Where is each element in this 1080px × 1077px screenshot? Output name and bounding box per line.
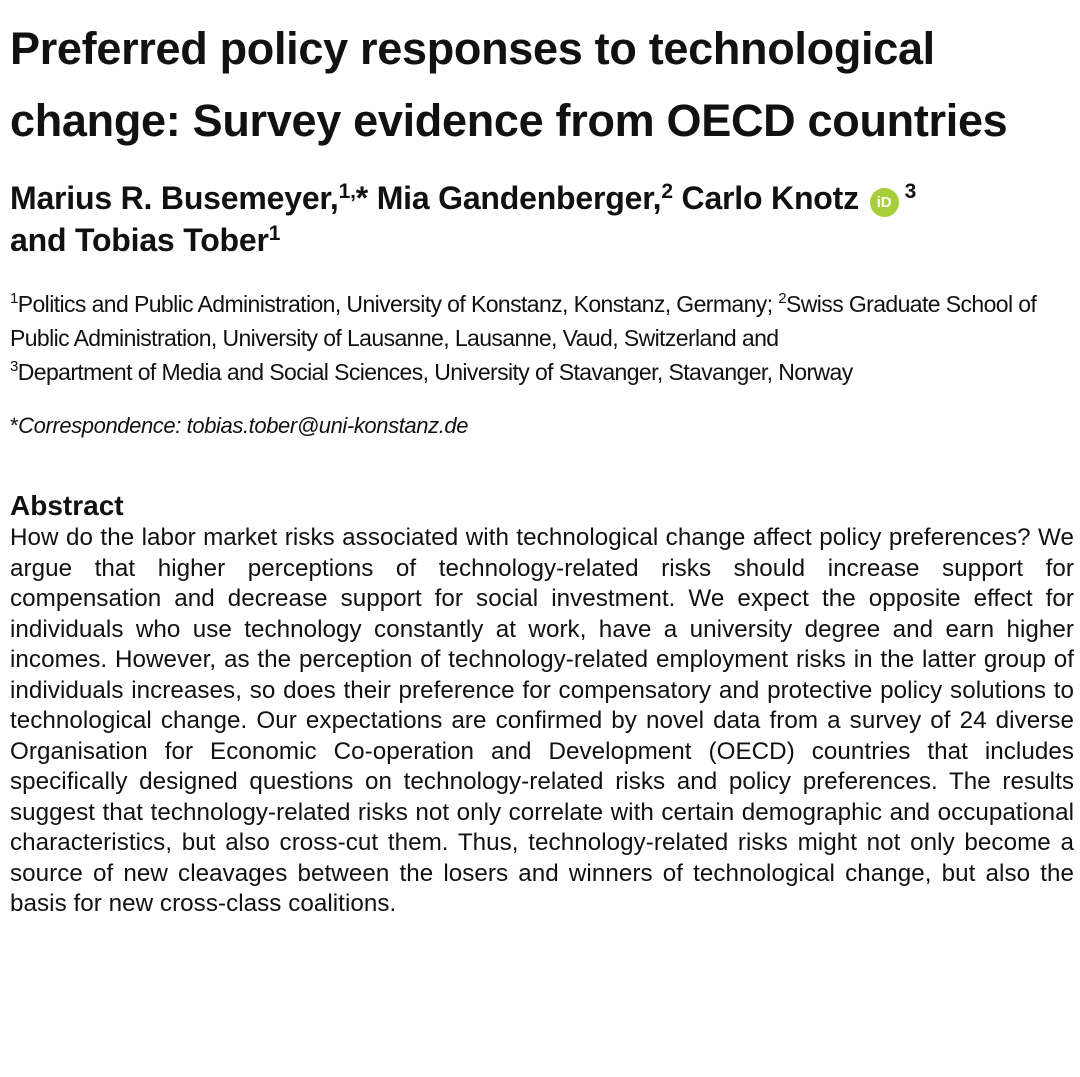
author-tober: and Tobias Tober <box>10 222 269 258</box>
affiliation-marker-2: 2 <box>778 290 787 307</box>
abstract-heading: Abstract <box>10 490 124 521</box>
correspondence: *Correspondence: tobias.tober@uni-konsta… <box>10 411 1074 441</box>
author-knotz-affiliation: 3 <box>904 180 917 203</box>
author-gandenberger-affiliation: 2 <box>661 180 673 203</box>
author-busemeyer: Marius R. Busemeyer, <box>10 180 339 216</box>
paper-page: Preferred policy responses to technologi… <box>10 0 1074 920</box>
affiliations: 1Politics and Public Administration, Uni… <box>10 287 1074 389</box>
author-list: Marius R. Busemeyer,1,* Mia Gandenberger… <box>10 177 1074 261</box>
author-busemeyer-affiliation: 1, <box>338 180 356 203</box>
affiliation-konstanz: Politics and Public Administration, Univ… <box>17 291 779 317</box>
correspondence-email[interactable]: tobias.tober@uni-konstanz.de <box>186 413 469 438</box>
affiliation-marker-1: 1 <box>10 290 18 307</box>
affiliation-stavanger: Department of Media and Social Sciences,… <box>17 359 853 385</box>
author-knotz: Carlo Knotz <box>672 180 868 216</box>
abstract-text: How do the labor market risks associated… <box>10 524 1074 917</box>
corresponding-author-marker: * <box>355 180 368 216</box>
author-gandenberger: Mia Gandenberger, <box>368 180 662 216</box>
author-tober-affiliation: 1 <box>268 222 281 245</box>
paper-title: Preferred policy responses to technologi… <box>10 23 1008 146</box>
orcid-icon[interactable]: iD <box>869 188 899 217</box>
correspondence-label: Correspondence: <box>18 413 187 438</box>
affiliation-marker-3: 3 <box>10 358 18 375</box>
correspondence-marker: * <box>10 413 19 438</box>
affiliation-lausanne: Swiss Graduate School of Public Administ… <box>10 291 1037 351</box>
